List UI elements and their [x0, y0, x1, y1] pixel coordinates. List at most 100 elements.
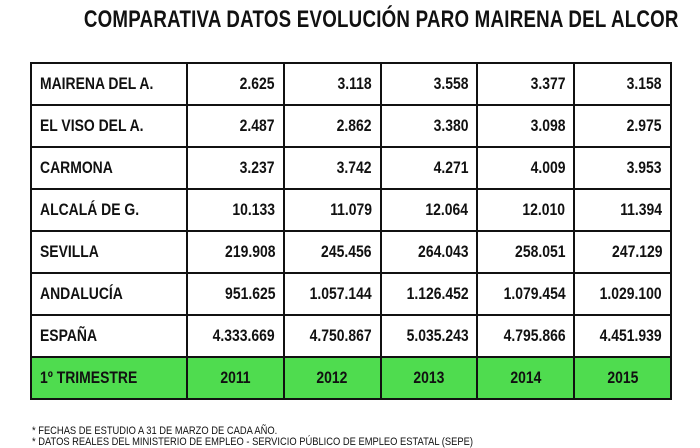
value-cell-text: 3.380 — [433, 116, 469, 135]
value-cell: 2.625 — [186, 62, 285, 106]
table-row: SEVILLA 219.908 245.456 264.043 258.051 247.1… — [29, 230, 672, 274]
value-cell: 3.742 — [282, 146, 382, 190]
value-cell-text: 5.035.243 — [406, 326, 469, 345]
value-cell-text: 11.394 — [620, 200, 662, 219]
row-label: ESPAÑA — [29, 314, 189, 358]
year-cell-text: 2014 — [510, 368, 542, 387]
value-cell-text: 4.750.867 — [309, 326, 372, 345]
value-cell: 1.126.452 — [379, 272, 479, 316]
table-row: EL VISO DEL A. 2.487 2.862 3.380 3.098 2.975 — [29, 104, 672, 148]
value-cell: 12.064 — [379, 188, 479, 232]
table-row: CARMONA 3.237 3.742 4.271 4.009 3.953 — [29, 146, 672, 190]
row-label: MAIRENA DEL A. — [29, 62, 189, 106]
value-cell-text: 3.953 — [627, 158, 662, 177]
row-label-text: EL VISO DEL A. — [40, 116, 144, 135]
value-cell: 2.975 — [573, 104, 672, 148]
value-cell: 3.380 — [379, 104, 479, 148]
value-cell-text: 4.271 — [433, 158, 469, 177]
value-cell: 2.487 — [186, 104, 285, 148]
value-cell-text: 11.079 — [329, 200, 372, 219]
year-cell: 2012 — [282, 356, 382, 400]
value-cell: 264.043 — [379, 230, 479, 274]
value-cell-text: 2.487 — [240, 116, 275, 135]
value-cell: 11.394 — [573, 188, 672, 232]
value-cell-text: 3.237 — [240, 158, 275, 177]
footnotes: * FECHAS DE ESTUDIO A 31 DE MARZO DE CAD… — [32, 426, 551, 448]
value-cell-text: 2.975 — [627, 116, 662, 135]
value-cell-text: 3.158 — [627, 74, 662, 93]
value-cell: 4.271 — [379, 146, 479, 190]
value-cell-text: 2.862 — [336, 116, 372, 135]
value-cell: 1.029.100 — [573, 272, 672, 316]
year-cell-text: 2013 — [413, 368, 445, 387]
table-row: MAIRENA DEL A. 2.625 3.118 3.558 3.377 3.158 — [29, 62, 672, 106]
value-cell-text: 3.742 — [336, 158, 372, 177]
value-cell-text: 219.908 — [224, 242, 275, 261]
row-label-text: MAIRENA DEL A. — [40, 74, 154, 93]
value-cell: 4.009 — [476, 146, 576, 190]
value-cell-text: 3.098 — [530, 116, 566, 135]
value-cell-text: 264.043 — [418, 242, 469, 261]
value-cell-text: 3.377 — [530, 74, 566, 93]
table-row: ALCALÁ DE G. 10.133 11.079 12.064 12.010 11.3… — [29, 188, 672, 232]
unemployment-table: MAIRENA DEL A. 2.625 3.118 3.558 3.377 3.158 E… — [29, 62, 672, 400]
page-title: COMPARATIVA DATOS EVOLUCIÓN PARO MAIRENA… — [0, 6, 700, 34]
row-label-text: SEVILLA — [40, 242, 99, 261]
row-label-text: ALCALÁ DE G. — [40, 200, 140, 219]
row-label-text: ESPAÑA — [40, 326, 98, 345]
value-cell: 4.333.669 — [186, 314, 285, 358]
value-cell: 5.035.243 — [379, 314, 479, 358]
value-cell: 219.908 — [186, 230, 285, 274]
period-label-text: 1º TRIMESTRE — [40, 368, 138, 387]
value-cell-text: 1.057.144 — [309, 284, 372, 303]
value-cell: 2.862 — [282, 104, 382, 148]
value-cell: 4.795.866 — [476, 314, 576, 358]
value-cell-text: 245.456 — [321, 242, 372, 261]
value-cell: 3.098 — [476, 104, 576, 148]
row-label: ALCALÁ DE G. — [29, 188, 189, 232]
row-label: SEVILLA — [29, 230, 189, 274]
value-cell-text: 12.064 — [425, 200, 469, 219]
table-row: ANDALUCÍA 951.625 1.057.144 1.126.452 1.079.… — [29, 272, 672, 316]
row-label: ANDALUCÍA — [29, 272, 189, 316]
year-header-row: 1º TRIMESTRE 2011 2012 2013 2014 2015 — [29, 356, 672, 400]
value-cell: 247.129 — [573, 230, 672, 274]
value-cell-text: 2.625 — [240, 74, 275, 93]
year-cell-text: 2012 — [316, 368, 348, 387]
value-cell-text: 951.625 — [224, 284, 275, 303]
value-cell-text: 4.451.939 — [599, 326, 662, 345]
value-cell: 245.456 — [282, 230, 382, 274]
value-cell-text: 4.009 — [530, 158, 566, 177]
value-cell-text: 4.795.866 — [503, 326, 566, 345]
value-cell: 3.237 — [186, 146, 285, 190]
value-cell: 1.079.454 — [476, 272, 576, 316]
value-cell-text: 258.051 — [514, 242, 566, 261]
year-cell-text: 2011 — [220, 368, 251, 387]
value-cell: 3.558 — [379, 62, 479, 106]
value-cell-text: 3.118 — [337, 74, 372, 93]
value-cell-text: 1.079.454 — [503, 284, 566, 303]
period-label: 1º TRIMESTRE — [29, 356, 189, 400]
value-cell-text: 12.010 — [522, 200, 566, 219]
row-label-text: CARMONA — [40, 158, 113, 177]
value-cell-text: 1.029.100 — [599, 284, 662, 303]
value-cell: 3.953 — [573, 146, 672, 190]
value-cell: 4.750.867 — [282, 314, 382, 358]
year-cell: 2015 — [573, 356, 672, 400]
row-label: CARMONA — [29, 146, 189, 190]
value-cell: 10.133 — [186, 188, 285, 232]
value-cell: 11.079 — [282, 188, 382, 232]
value-cell: 3.158 — [573, 62, 672, 106]
year-cell: 2011 — [186, 356, 285, 400]
year-cell-text: 2015 — [607, 368, 639, 387]
footnote: * DATOS REALES DEL MINISTERIO DE EMPLEO … — [32, 436, 473, 448]
year-cell: 2013 — [379, 356, 479, 400]
value-cell: 1.057.144 — [282, 272, 382, 316]
footnote: * FECHAS DE ESTUDIO A 31 DE MARZO DE CAD… — [32, 425, 278, 437]
table-row: ESPAÑA 4.333.669 4.750.867 5.035.243 4.795.8… — [29, 314, 672, 358]
row-label: EL VISO DEL A. — [29, 104, 189, 148]
value-cell: 951.625 — [186, 272, 285, 316]
title-text: COMPARATIVA DATOS EVOLUCIÓN PARO MAIRENA… — [83, 6, 679, 33]
value-cell-text: 3.558 — [433, 74, 469, 93]
value-cell: 12.010 — [476, 188, 576, 232]
